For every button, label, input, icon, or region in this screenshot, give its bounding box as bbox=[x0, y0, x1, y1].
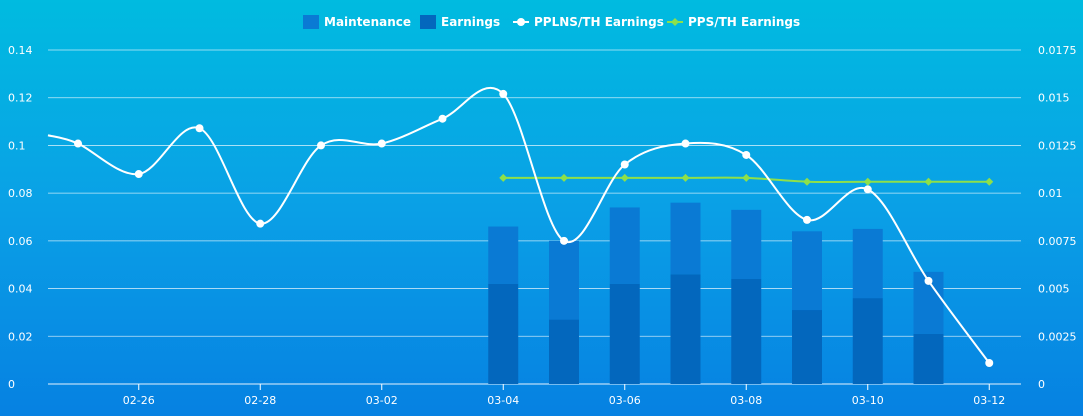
legend-marker-pps bbox=[671, 18, 679, 26]
legend-swatch-maintenance bbox=[303, 15, 319, 29]
legend-label-maintenance: Maintenance bbox=[324, 15, 411, 29]
earnings-bar bbox=[852, 298, 883, 384]
legend: Maintenance Earnings PPLNS/TH Earnings PPS/… bbox=[303, 15, 800, 29]
y-right-tick-label: 0.0075 bbox=[1038, 235, 1077, 248]
pplns-point bbox=[134, 170, 143, 179]
y-right-tick-label: 0 bbox=[1038, 378, 1045, 391]
y-right-tick-label: 0.0025 bbox=[1038, 330, 1077, 343]
pps-point bbox=[620, 173, 629, 182]
earnings-bar bbox=[670, 274, 701, 384]
legend-label-earnings: Earnings bbox=[441, 15, 500, 29]
y-left-tick-label: 0 bbox=[8, 378, 15, 391]
y-right-tick-label: 0.01 bbox=[1038, 187, 1063, 200]
legend-item-maintenance: Maintenance bbox=[303, 15, 411, 29]
pplns-point bbox=[499, 89, 508, 98]
pplns-point bbox=[863, 185, 872, 194]
pplns-point bbox=[803, 215, 811, 224]
x-tick-label: 03-08 bbox=[730, 394, 762, 407]
maintenance-bar bbox=[792, 231, 822, 311]
earnings-bar bbox=[731, 279, 762, 384]
pps-point bbox=[863, 177, 872, 186]
axes: 0 0.02 0.04 0.06 0.08 0.1 0.12 0.14 0 0.0025 0.005… bbox=[8, 44, 1077, 407]
pplns-point bbox=[74, 139, 82, 148]
y-right-tick-label: 0.0175 bbox=[1038, 44, 1077, 57]
x-tick-label: 03-02 bbox=[366, 394, 398, 407]
maintenance-bar bbox=[670, 202, 701, 275]
maintenance-bar bbox=[852, 228, 883, 299]
line-series bbox=[47, 86, 994, 368]
x-tick-label: 03-04 bbox=[487, 394, 519, 407]
y-left-tick-label: 0.12 bbox=[8, 92, 33, 105]
pplns-line bbox=[47, 86, 991, 364]
maintenance-bar bbox=[488, 226, 519, 284]
legend-label-pplns: PPLNS/TH Earnings bbox=[534, 15, 664, 29]
earnings-bar bbox=[609, 283, 640, 384]
pps-point bbox=[742, 173, 751, 182]
pps-point bbox=[560, 173, 568, 182]
earnings-bar bbox=[549, 319, 579, 384]
x-tick-label: 03-06 bbox=[609, 394, 641, 407]
y-right-tick-label: 0.015 bbox=[1038, 92, 1070, 105]
y-left-tick-label: 0.08 bbox=[8, 187, 33, 200]
y-left-tick-label: 0.02 bbox=[8, 330, 33, 343]
legend-item-pplns: PPLNS/TH Earnings bbox=[513, 15, 664, 29]
pplns-point bbox=[438, 114, 447, 123]
earnings-bar bbox=[488, 283, 519, 384]
pplns-point bbox=[195, 124, 204, 133]
pplns-point bbox=[924, 276, 933, 285]
pplns-point bbox=[681, 139, 690, 148]
pplns-point bbox=[256, 219, 265, 228]
x-tick-label: 02-28 bbox=[244, 394, 276, 407]
y-right-tick-label: 0.0125 bbox=[1038, 139, 1077, 152]
bar-series bbox=[488, 202, 944, 384]
pplns-point bbox=[560, 236, 568, 245]
x-tick-label: 03-10 bbox=[852, 394, 884, 407]
pplns-point bbox=[620, 160, 629, 169]
y-right-tick-label: 0.005 bbox=[1038, 283, 1070, 296]
pps-point bbox=[803, 177, 811, 186]
maintenance-bar bbox=[549, 240, 579, 320]
maintenance-bar bbox=[731, 209, 762, 280]
pps-point bbox=[924, 177, 933, 186]
x-tick-label: 03-12 bbox=[973, 394, 1005, 407]
pps-point bbox=[985, 177, 994, 186]
earnings-bar bbox=[792, 310, 822, 384]
pps-point bbox=[499, 173, 508, 182]
y-left-tick-label: 0.04 bbox=[8, 283, 33, 296]
earnings-bar bbox=[913, 333, 944, 384]
maintenance-bar bbox=[609, 207, 640, 284]
legend-item-earnings: Earnings bbox=[420, 15, 500, 29]
x-tick-label: 02-26 bbox=[123, 394, 155, 407]
legend-marker-pplns bbox=[517, 18, 525, 26]
pplns-point bbox=[377, 139, 386, 148]
y-left-tick-label: 0.14 bbox=[8, 44, 33, 57]
y-left-tick-label: 0.1 bbox=[8, 139, 26, 152]
pplns-point bbox=[317, 141, 325, 150]
legend-swatch-earnings bbox=[420, 15, 436, 29]
pplns-point bbox=[742, 150, 751, 159]
y-left-tick-label: 0.06 bbox=[8, 235, 33, 248]
pplns-point bbox=[985, 359, 994, 368]
pps-point bbox=[681, 173, 690, 182]
legend-label-pps: PPS/TH Earnings bbox=[688, 15, 800, 29]
legend-item-pps: PPS/TH Earnings bbox=[667, 15, 800, 29]
